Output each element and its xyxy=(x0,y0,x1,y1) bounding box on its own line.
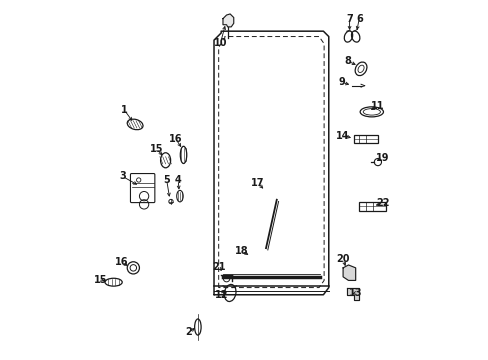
Text: 11: 11 xyxy=(370,102,384,112)
Polygon shape xyxy=(346,288,359,300)
Bar xyxy=(353,135,378,143)
Text: 8: 8 xyxy=(343,56,350,66)
Text: 5: 5 xyxy=(163,175,170,185)
Text: 16: 16 xyxy=(168,134,182,144)
Polygon shape xyxy=(223,14,233,27)
Text: 13: 13 xyxy=(348,288,362,298)
Text: 10: 10 xyxy=(213,38,227,48)
Text: 18: 18 xyxy=(235,246,248,256)
Text: 2: 2 xyxy=(185,327,192,337)
Text: 6: 6 xyxy=(355,14,362,24)
Text: 12: 12 xyxy=(214,290,227,300)
Text: 22: 22 xyxy=(375,198,388,208)
Text: 15: 15 xyxy=(94,275,107,285)
Polygon shape xyxy=(343,265,355,280)
Bar xyxy=(359,202,386,211)
Text: 19: 19 xyxy=(375,153,389,163)
Text: 21: 21 xyxy=(211,262,225,272)
Text: 4: 4 xyxy=(174,175,181,185)
Text: 20: 20 xyxy=(336,254,349,264)
Text: 9: 9 xyxy=(338,77,345,87)
Text: 15: 15 xyxy=(149,144,163,154)
Text: 14: 14 xyxy=(335,131,348,140)
Text: 3: 3 xyxy=(119,171,126,181)
Text: 7: 7 xyxy=(346,14,352,24)
Text: 1: 1 xyxy=(121,105,127,115)
Text: 16: 16 xyxy=(115,257,128,267)
Text: 17: 17 xyxy=(250,178,264,188)
